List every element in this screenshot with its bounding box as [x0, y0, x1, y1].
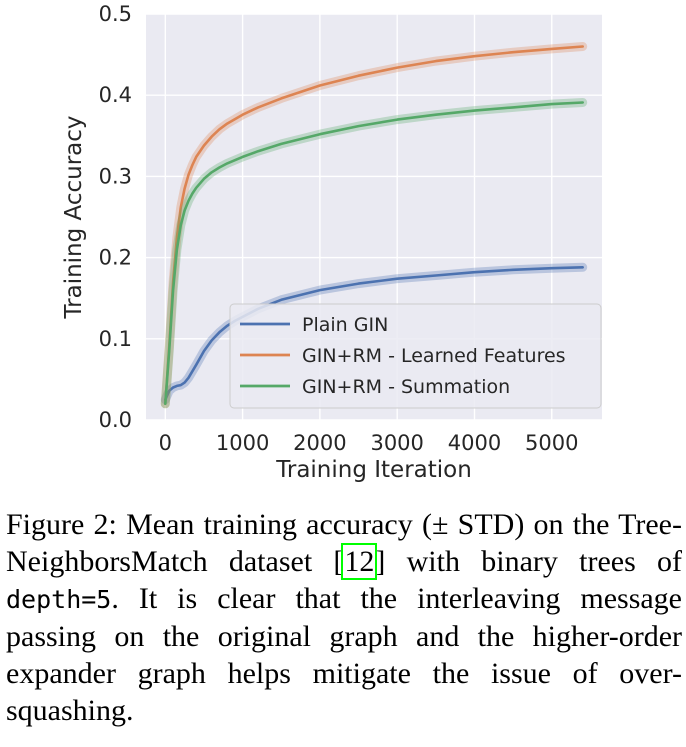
caption-suffix: . It is clear that the interleaving mess…	[6, 582, 682, 727]
y-tick-label: 0.1	[99, 327, 132, 351]
legend-label: GIN+RM - Summation	[302, 376, 510, 398]
legend-label: GIN+RM - Learned Features	[302, 345, 566, 367]
x-tick-label: 0	[159, 431, 172, 455]
y-axis-label: Training Accuracy	[61, 115, 87, 319]
x-tick-label: 2000	[293, 431, 346, 455]
y-tick-label: 0.4	[99, 83, 132, 107]
series-line-2	[164, 101, 584, 406]
x-tick-label: 5000	[525, 431, 578, 455]
legend: Plain GIN GIN+RM - Learned Features GIN+RM…	[229, 303, 602, 409]
y-tick-label: 0.3	[99, 164, 132, 188]
x-tick-label: 1000	[216, 431, 269, 455]
x-tick-label: 4000	[448, 431, 501, 455]
x-tick-label: 3000	[370, 431, 423, 455]
citation-link[interactable]: 12	[341, 543, 378, 580]
line-chart: 0.0 0.1 0.2 0.3 0.4 0.5 0 1000 2000 3000 4000 5000…	[61, 2, 602, 483]
x-tick-labels: 0 1000 2000 3000 4000 5000	[159, 431, 579, 455]
legend-box	[229, 303, 602, 409]
y-tick-label: 0.2	[99, 246, 132, 270]
caption-code: depth=5	[6, 585, 112, 614]
caption-middle: ] with binary trees of	[375, 545, 682, 578]
caption-prefix: Figure 2: Mean training accuracy (± STD)…	[6, 508, 682, 578]
figure-caption: Figure 2: Mean training accuracy (± STD)…	[6, 506, 682, 729]
y-tick-label: 0.0	[99, 408, 132, 432]
y-tick-labels: 0.0 0.1 0.2 0.3 0.4 0.5	[99, 2, 132, 432]
y-tick-label: 0.5	[99, 2, 132, 26]
legend-label: Plain GIN	[302, 314, 388, 336]
series-line-1	[164, 45, 584, 406]
x-axis-label: Training Iteration	[275, 457, 472, 483]
